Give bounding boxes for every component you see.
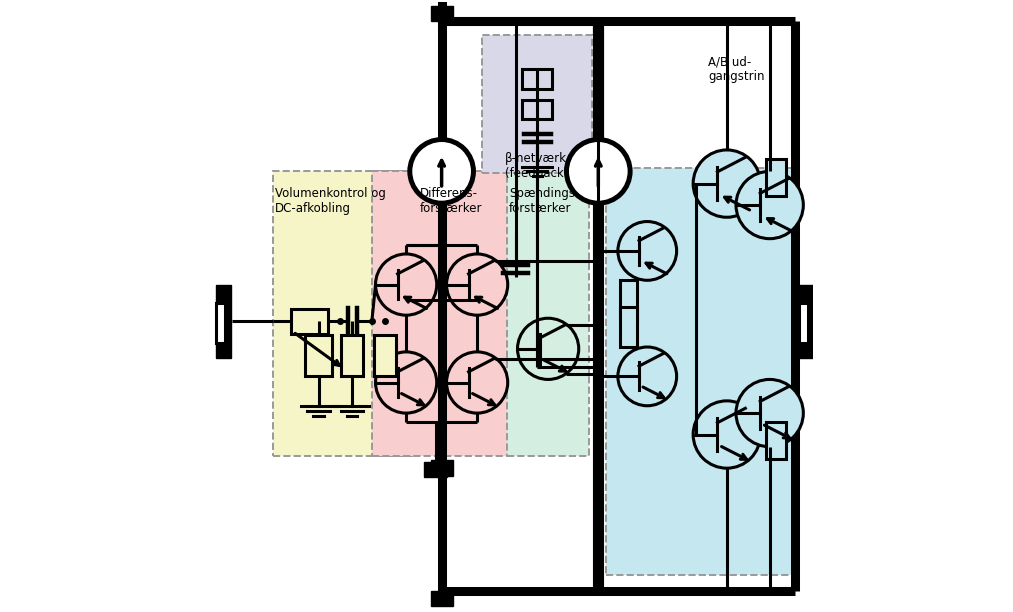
Circle shape: [566, 140, 630, 203]
Bar: [431, 460, 453, 476]
Bar: [799, 303, 807, 343]
Text: Differens-
forstærker: Differens- forstærker: [419, 187, 482, 215]
Text: β-netværk
(feedback): β-netværk (feedback): [505, 152, 568, 180]
Bar: [766, 159, 786, 196]
Circle shape: [376, 254, 437, 315]
Bar: [766, 422, 786, 459]
Circle shape: [736, 171, 803, 239]
Text: Spændings-
forstærker: Spændings- forstærker: [509, 187, 579, 215]
Bar: [620, 307, 637, 347]
Bar: [341, 335, 364, 376]
FancyBboxPatch shape: [482, 35, 593, 173]
Bar: [797, 285, 812, 358]
Circle shape: [518, 318, 578, 379]
Circle shape: [447, 254, 508, 315]
Bar: [375, 335, 396, 376]
Bar: [620, 280, 637, 320]
Bar: [216, 285, 231, 358]
FancyBboxPatch shape: [506, 171, 590, 456]
Circle shape: [618, 347, 677, 406]
Bar: [305, 335, 332, 376]
Circle shape: [376, 352, 437, 413]
Bar: [522, 100, 552, 119]
Text: A/B ud-
gangstrin: A/B ud- gangstrin: [708, 55, 765, 83]
Circle shape: [693, 150, 761, 217]
Bar: [291, 309, 328, 334]
Circle shape: [447, 352, 508, 413]
Text: Volumenkontrol og
DC-afkobling: Volumenkontrol og DC-afkobling: [276, 187, 386, 215]
Bar: [424, 462, 447, 477]
Circle shape: [410, 140, 473, 203]
Circle shape: [736, 379, 803, 447]
Circle shape: [618, 222, 677, 280]
FancyBboxPatch shape: [272, 171, 412, 456]
FancyBboxPatch shape: [606, 168, 796, 575]
Bar: [431, 6, 453, 21]
Bar: [217, 303, 225, 343]
Circle shape: [693, 401, 761, 468]
Bar: [522, 69, 552, 89]
Bar: [431, 591, 453, 606]
FancyBboxPatch shape: [372, 171, 512, 456]
